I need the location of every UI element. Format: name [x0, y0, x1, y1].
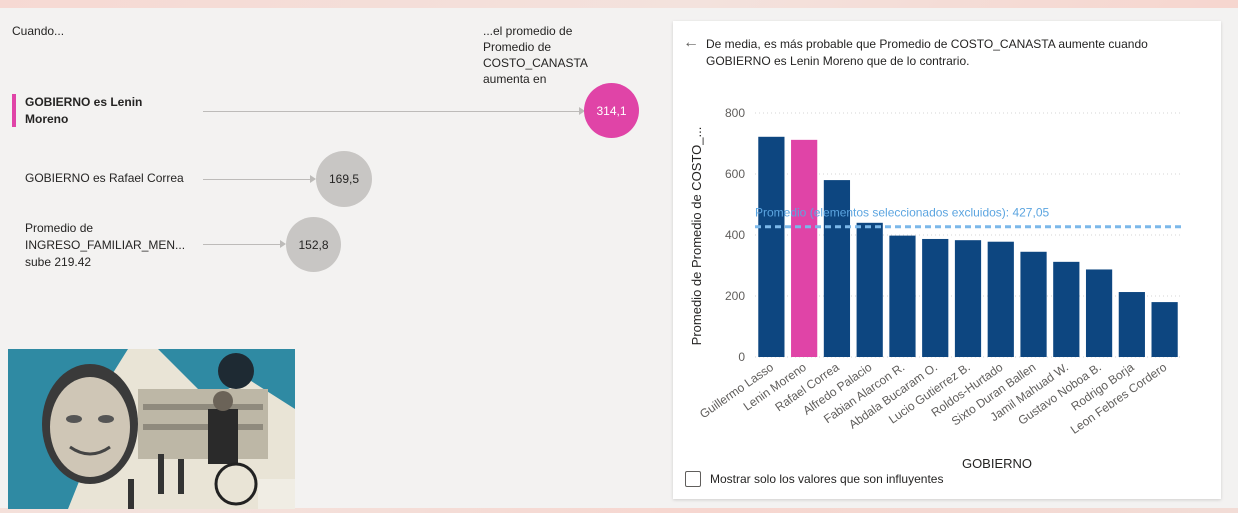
bar-abdala-bucaram-o[interactable]: [922, 238, 949, 357]
bar-roldos-hurtado[interactable]: [987, 241, 1014, 357]
connector-line: [203, 111, 581, 112]
selected-indicator: [12, 94, 16, 127]
y-tick-label: 0: [738, 350, 745, 364]
bar-gustavo-noboa-b[interactable]: [1085, 269, 1113, 357]
collage-image: [8, 349, 295, 509]
bar-rafael-correa[interactable]: [823, 180, 851, 357]
y-axis-ticks: 0 200 400 600 800: [725, 106, 745, 364]
y-tick-label: 800: [725, 106, 745, 120]
influence-bubble-ingreso[interactable]: 152,8: [286, 217, 341, 272]
connector-line: [203, 179, 311, 180]
when-label: Cuando...: [12, 24, 65, 38]
y-tick-label: 600: [725, 167, 745, 181]
factor-label-lenin[interactable]: GOBIERNO es Lenin Moreno: [25, 95, 143, 126]
bar-rodrigo-borja[interactable]: [1118, 292, 1145, 357]
connector-line: [203, 244, 281, 245]
reference-line-label: Promedio (elementos seleccionados exclui…: [755, 206, 1049, 220]
reference-line: Promedio (elementos seleccionados exclui…: [755, 206, 1181, 229]
bar-leon-febres-cordero[interactable]: [1151, 302, 1178, 357]
bar-jamil-mahuad-w[interactable]: [1053, 261, 1080, 357]
arrow-icon: [310, 175, 316, 183]
detail-panel: ← De media, es más probable que Promedio…: [673, 21, 1221, 499]
bar-lenin-moreno[interactable]: [791, 139, 818, 357]
bars: [758, 136, 1178, 357]
influence-bubble-lenin[interactable]: 314,1: [584, 83, 639, 138]
bar-fabian-alarcon-r[interactable]: [889, 235, 916, 357]
influential-only-checkbox[interactable]: [685, 471, 701, 487]
back-arrow-icon[interactable]: ←: [683, 34, 699, 51]
factor-label-correa[interactable]: GOBIERNO es Rafael Correa: [25, 171, 184, 185]
bar-sixto-duran-ballen[interactable]: [1020, 251, 1047, 357]
bar-lucio-gutierrez-b[interactable]: [954, 240, 982, 357]
arrow-icon: [280, 240, 286, 248]
x-axis-label: GOBIERNO: [962, 456, 1032, 471]
bar-alfredo-palacio[interactable]: [856, 222, 883, 357]
canvas: Cuando... ...el promedio de Promedio de …: [0, 8, 1238, 509]
influential-only-label: Mostrar solo los valores que son influye…: [710, 472, 944, 486]
factor-label-ingreso[interactable]: Promedio de INGRESO_FAMILIAR_MEN... sube…: [25, 221, 186, 269]
y-tick-label: 400: [725, 228, 745, 242]
y-axis-label: Promedio de Promedio de COSTO_...: [689, 127, 704, 346]
result-header: ...el promedio de Promedio de COSTO_CANA…: [483, 24, 588, 86]
arrow-icon: [579, 107, 585, 115]
y-tick-label: 200: [725, 289, 745, 303]
influence-bubble-correa[interactable]: 169,5: [316, 151, 372, 207]
explanation-text: De media, es más probable que Promedio d…: [706, 37, 1148, 68]
bar-guillermo-lasso[interactable]: [758, 136, 785, 357]
